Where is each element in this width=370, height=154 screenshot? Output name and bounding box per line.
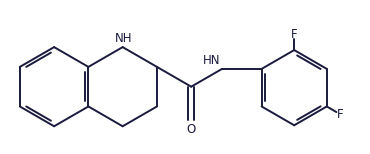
Text: HN: HN [203,54,221,67]
Text: O: O [186,123,196,136]
Text: NH: NH [115,32,133,45]
Text: F: F [291,28,297,41]
Text: F: F [337,108,344,121]
